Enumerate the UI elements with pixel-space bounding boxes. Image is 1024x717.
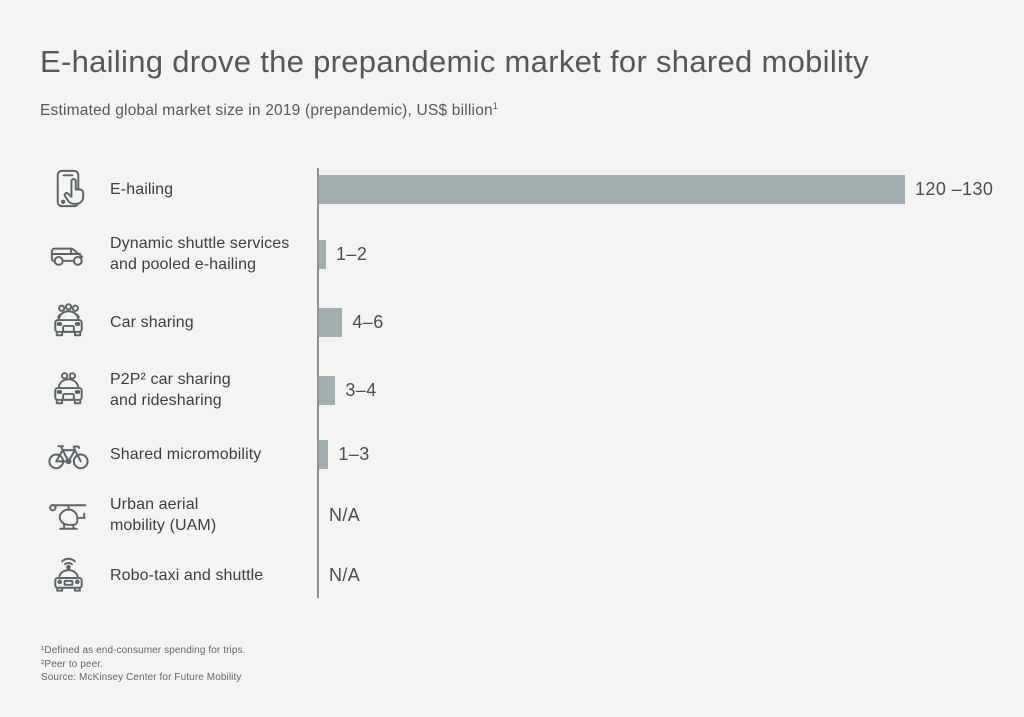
value-label: N/A bbox=[329, 564, 361, 585]
row-label-line: mobility (UAM) bbox=[110, 517, 217, 534]
chart-row-robo-taxi: Robo-taxi and shuttle N/A bbox=[40, 546, 984, 604]
value-label: 3–4 bbox=[345, 379, 377, 400]
value-label: N/A bbox=[329, 504, 361, 525]
bar-chart: E-hailing 120 –130 Dynam bbox=[40, 158, 993, 604]
chart-row-car-sharing: Car sharing 4–6 bbox=[40, 288, 984, 356]
footnotes: ¹Defined as end-consumer spending for tr… bbox=[41, 644, 246, 685]
bar bbox=[319, 375, 336, 405]
bar-cell: 1–2 bbox=[317, 239, 984, 269]
chart-row-urban-aerial-mobility: Urban aerial mobility (UAM) N/A bbox=[40, 484, 984, 546]
chart-row-shared-micromobility: Shared micromobility 1–3 bbox=[40, 424, 984, 484]
row-label: Urban aerial mobility (UAM) bbox=[96, 494, 317, 536]
helicopter-icon bbox=[40, 492, 96, 539]
value-label: 120 –130 bbox=[915, 178, 994, 199]
row-label-line: Robo-taxi and shuttle bbox=[110, 566, 264, 584]
page-title: E-hailing drove the prepandemic market f… bbox=[40, 44, 869, 79]
row-label-line: and pooled e-hailing bbox=[110, 256, 257, 273]
bar bbox=[319, 439, 329, 469]
footnote-2: ²Peer to peer. bbox=[41, 658, 103, 670]
bar-cell: N/A bbox=[317, 505, 984, 526]
row-label-line: and ridesharing bbox=[110, 392, 222, 409]
value-label: 1–3 bbox=[338, 443, 370, 464]
car-sharing-icon bbox=[40, 299, 96, 346]
p2p-car-icon bbox=[40, 367, 96, 414]
chart-subtitle-text: Estimated global market size in 2019 (pr… bbox=[40, 102, 493, 120]
row-label: Robo-taxi and shuttle bbox=[96, 565, 317, 586]
chart-row-dynamic-shuttle: Dynamic shuttle services and pooled e-ha… bbox=[40, 220, 984, 288]
bar-cell: 4–6 bbox=[317, 307, 984, 337]
row-label-line: Urban aerial bbox=[110, 496, 199, 513]
row-label: Car sharing bbox=[96, 312, 317, 333]
row-label-line: Car sharing bbox=[110, 313, 194, 331]
bar-cell: N/A bbox=[317, 565, 984, 586]
bar bbox=[319, 307, 343, 337]
chart-subtitle: Estimated global market size in 2019 (pr… bbox=[40, 101, 498, 120]
bar-cell: 3–4 bbox=[317, 375, 984, 405]
chart-row-e-hailing: E-hailing 120 –130 bbox=[40, 158, 993, 220]
bar bbox=[319, 174, 905, 204]
footnote-1: ¹Defined as end-consumer spending for tr… bbox=[41, 645, 246, 656]
row-label-line: Dynamic shuttle services bbox=[110, 235, 290, 252]
chart-baseline-axis bbox=[317, 168, 319, 598]
smartphone-tap-icon bbox=[40, 166, 96, 213]
robo-taxi-icon bbox=[40, 552, 96, 599]
subtitle-footnote-marker: 1 bbox=[492, 101, 499, 111]
value-label: 4–6 bbox=[352, 311, 384, 332]
bicycle-icon bbox=[40, 431, 96, 478]
row-label-line: Shared micromobility bbox=[110, 445, 262, 463]
chart-row-p2p-car-sharing: P2P² car sharing and ridesharing 3–4 bbox=[40, 356, 984, 424]
bar-cell: 1–3 bbox=[317, 439, 984, 469]
row-label: Dynamic shuttle services and pooled e-ha… bbox=[96, 233, 317, 275]
row-label: E-hailing bbox=[96, 179, 317, 200]
bar-cell: 120 –130 bbox=[317, 174, 994, 204]
row-label: P2P² car sharing and ridesharing bbox=[96, 369, 317, 411]
row-label-line: P2P² car sharing bbox=[110, 371, 231, 388]
row-label-line: E-hailing bbox=[110, 180, 174, 198]
bar bbox=[319, 239, 326, 269]
value-label: 1–2 bbox=[336, 243, 368, 264]
row-label: Shared micromobility bbox=[96, 444, 317, 465]
shuttle-van-icon bbox=[40, 231, 96, 278]
source-note: Source: McKinsey Center for Future Mobil… bbox=[41, 672, 242, 683]
